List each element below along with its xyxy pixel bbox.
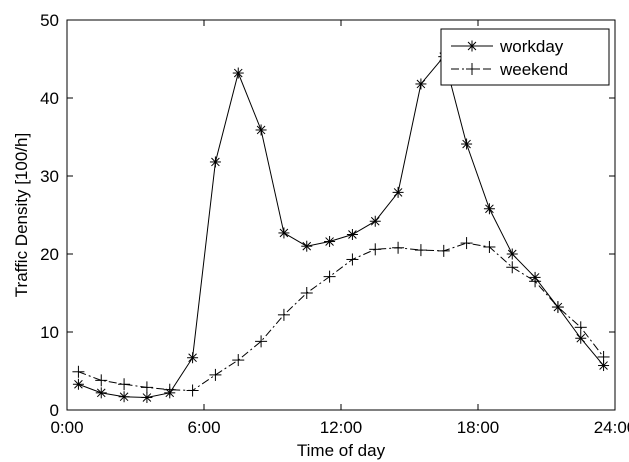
y-axis-label: Traffic Density [100/h] [12,133,31,297]
data-point-weekend [414,244,427,257]
data-point-workday [301,240,313,252]
data-point-workday [461,138,473,150]
x-tick-label: 12:00 [320,418,363,437]
data-point-workday [141,392,153,404]
data-point-workday [346,229,358,240]
x-tick-label: 6:00 [187,418,220,437]
data-point-workday [255,124,267,136]
data-point-weekend [140,381,153,394]
data-point-weekend [232,354,245,367]
data-point-workday [118,391,130,403]
data-point-weekend [300,287,313,299]
y-tick-label: 0 [50,401,59,420]
legend-weekend-marker [466,63,478,75]
data-point-weekend [392,241,405,254]
data-point-weekend [506,261,519,274]
legend-weekend-label: weekend [499,60,568,79]
data-point-workday [506,248,518,260]
tick-layer: 0:00 6:00 12:00 18:00 24:00 0 10 20 30 40 50 [40,11,629,437]
data-point-weekend [255,335,268,348]
data-point-weekend [323,270,336,283]
data-point-weekend [551,301,564,314]
data-point-weekend [529,275,542,288]
data-point-workday [483,203,495,215]
data-point-weekend [209,368,222,381]
data-point-weekend [483,240,496,253]
legend-workday-label: workday [499,37,564,56]
data-point-weekend [369,243,382,256]
data-point-weekend [95,374,108,387]
y-tick-label: 30 [40,167,59,186]
data-point-workday [95,387,107,399]
data-point-workday [187,352,199,364]
data-point-workday [72,378,84,390]
y-tick-label: 50 [40,11,59,30]
data-point-workday [369,215,381,227]
data-point-workday [324,236,336,248]
legend-weekend-marker-glyph [466,63,478,75]
data-point-weekend [574,321,587,334]
data-point-workday [232,67,244,79]
data-point-workday [392,186,404,198]
data-point-weekend [346,253,359,266]
y-tick-label: 40 [40,89,59,108]
data-point-weekend [163,383,176,396]
data-point-workday [575,332,587,344]
data-point-weekend [460,237,473,250]
x-tick-label: 0:00 [50,418,83,437]
data-point-weekend [186,384,199,397]
y-tick-label: 10 [40,323,59,342]
data-point-weekend [277,308,290,321]
data-point-weekend [118,378,131,391]
x-tick-label: 18:00 [457,418,500,437]
legend-workday-marker-glyph [466,40,478,52]
data-point-weekend [437,244,450,257]
legend: workday weekend [440,28,610,86]
x-axis-label: Time of day [297,441,386,460]
series-line-weekend [78,242,604,392]
data-point-workday [278,227,290,239]
y-tick-label: 20 [40,245,59,264]
legend-box [440,28,610,86]
data-point-workday [209,156,221,168]
x-tick-label: 24:00 [594,418,629,437]
legend-workday-marker [466,40,478,52]
data-point-weekend [597,350,610,363]
data-point-weekend [72,365,85,378]
marker-layer [72,51,610,404]
data-point-workday [415,78,427,90]
